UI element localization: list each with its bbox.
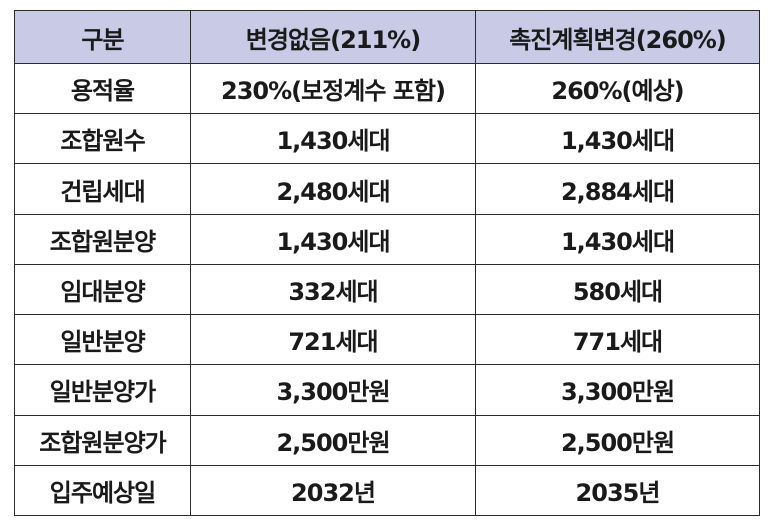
cell-no-change: 230%(보정계수 포함) [190, 62, 476, 115]
cell-no-change: 1,430세대 [190, 113, 476, 165]
table-row: 조합원분양 1,430세대 1,430세대 [14, 213, 760, 265]
cell-plan-change: 1,430세대 [475, 113, 760, 165]
row-label: 조합원분양 [14, 213, 191, 265]
row-label: 건립세대 [14, 163, 191, 215]
row-label: 조합원분양가 [14, 414, 191, 466]
table-row: 조합원수 1,430세대 1,430세대 [14, 113, 760, 165]
cell-no-change: 2,480세대 [190, 163, 476, 215]
cell-plan-change: 260%(예상) [475, 62, 760, 115]
comparison-table-container: 구분 변경없음(211%) 촉진계획변경(260%) 용적율 230%(보정계수… [14, 10, 760, 517]
cell-plan-change: 1,430세대 [475, 213, 760, 265]
table-row: 일반분양가 3,300만원 3,300만원 [14, 364, 760, 416]
table-row: 용적율 230%(보정계수 포함) 260%(예상) [14, 62, 760, 115]
table-row: 일반분양 721세대 771세대 [14, 314, 760, 366]
table-row: 입주예상일 2032년 2035년 [14, 464, 760, 517]
cell-plan-change: 771세대 [475, 314, 760, 366]
row-label: 조합원수 [14, 113, 191, 165]
row-label: 용적율 [14, 62, 191, 115]
row-label: 일반분양가 [14, 364, 191, 416]
table-row: 건립세대 2,480세대 2,884세대 [14, 163, 760, 215]
header-plan-change: 촉진계획변경(260%) [475, 10, 760, 64]
table-header-row: 구분 변경없음(211%) 촉진계획변경(260%) [14, 10, 760, 64]
cell-plan-change: 2,500만원 [475, 414, 760, 466]
comparison-table: 구분 변경없음(211%) 촉진계획변경(260%) 용적율 230%(보정계수… [14, 10, 760, 517]
row-label: 임대분양 [14, 263, 191, 316]
cell-plan-change: 3,300만원 [475, 364, 760, 416]
table-row: 조합원분양가 2,500만원 2,500만원 [14, 414, 760, 466]
cell-no-change: 2,500만원 [190, 414, 476, 466]
cell-no-change: 3,300만원 [190, 364, 476, 416]
cell-plan-change: 580세대 [475, 263, 760, 316]
cell-plan-change: 2035년 [475, 464, 760, 517]
cell-no-change: 332세대 [190, 263, 476, 316]
cell-no-change: 721세대 [190, 314, 476, 366]
cell-no-change: 1,430세대 [190, 213, 476, 265]
cell-plan-change: 2,884세대 [475, 163, 760, 215]
cell-no-change: 2032년 [190, 464, 476, 517]
row-label: 입주예상일 [14, 464, 191, 517]
table-row: 임대분양 332세대 580세대 [14, 263, 760, 316]
header-category: 구분 [14, 10, 191, 64]
header-no-change: 변경없음(211%) [190, 10, 476, 64]
row-label: 일반분양 [14, 314, 191, 366]
